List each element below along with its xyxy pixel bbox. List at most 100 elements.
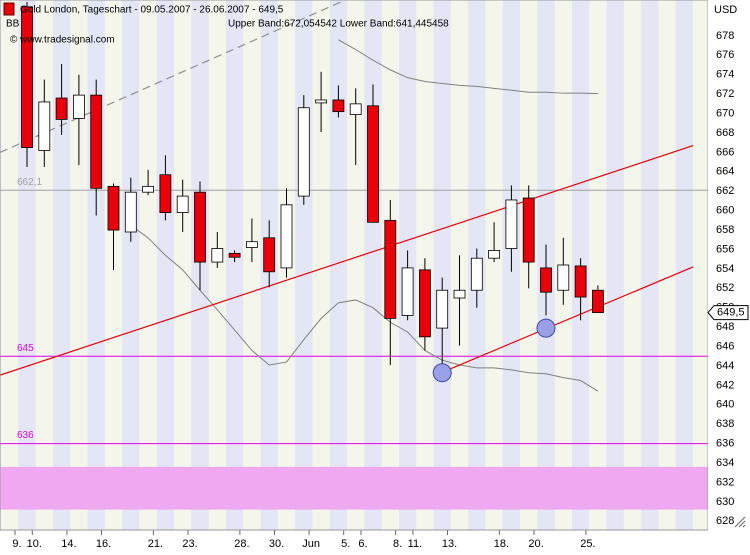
x-tick-label: 20. [528, 538, 543, 550]
y-tick-label: 644 [716, 360, 734, 372]
indicator-name: BB [6, 19, 20, 30]
stripe [364, 0, 382, 530]
bollinger-band [338, 39, 598, 95]
bollinger-band [130, 224, 599, 392]
marker [432, 363, 452, 383]
candle-body [367, 105, 379, 223]
y-axis-label: USD [714, 4, 737, 16]
y-tick-label: 654 [716, 263, 734, 275]
candle-body [176, 195, 189, 213]
stripe [606, 0, 624, 530]
candle-body [90, 94, 103, 189]
y-tick-label: 646 [716, 340, 734, 352]
candle-body [55, 97, 68, 120]
candle-body [332, 99, 345, 113]
y-tick-label: 632 [716, 476, 734, 488]
x-tick-label: 25. [580, 538, 595, 550]
y-tick-label: 638 [716, 418, 734, 430]
candle-body [124, 191, 137, 233]
y-tick-label: 636 [716, 438, 734, 450]
y-tick-label: 672 [716, 88, 734, 100]
x-tick-label: 16. [96, 538, 111, 550]
last-price-label: 649,5 [717, 306, 745, 318]
candle-body [73, 94, 85, 119]
candle-body [505, 199, 518, 249]
stripe [0, 0, 2, 530]
candle-body [280, 204, 293, 269]
trendline [0, 145, 694, 376]
candle-body [107, 185, 120, 231]
x-tick-label: 23. [182, 538, 197, 550]
stripe [433, 0, 451, 530]
candle-body [349, 103, 362, 115]
stripe [225, 0, 244, 530]
plot-background [0, 0, 708, 530]
candle-body [194, 191, 206, 263]
candle-body [557, 264, 570, 291]
candle-body [592, 289, 604, 313]
candle-body [522, 197, 535, 263]
y-tick-label: 676 [716, 49, 734, 61]
zone [0, 466, 708, 510]
x-tick-label: 14. [61, 538, 76, 550]
candle-body [453, 289, 466, 299]
x-tick-label: 21. [148, 538, 163, 550]
y-tick-label: 628 [716, 515, 734, 527]
x-tick-label: 5. [341, 538, 350, 550]
candle-body [384, 219, 397, 319]
candle-body [38, 101, 51, 151]
candle-body [228, 252, 241, 258]
stripe [122, 0, 140, 530]
candle-body [297, 107, 310, 197]
resize-grip [734, 516, 746, 528]
candle-body [142, 185, 155, 193]
y-tick-label: 634 [716, 457, 734, 469]
last-price-box [707, 305, 749, 321]
candle-body [418, 269, 431, 338]
y-tick-label: 658 [716, 224, 734, 236]
candle-body [245, 241, 258, 248]
y-tick-label: 662 [716, 185, 734, 197]
y-tick-label: 630 [716, 496, 734, 508]
legend-swatch [3, 2, 15, 16]
y-tick-label: 656 [716, 243, 734, 255]
candle-body [574, 265, 587, 298]
candle-body [211, 248, 224, 263]
stripe [641, 0, 659, 530]
candle-body [21, 6, 33, 148]
candle-body [159, 174, 172, 213]
x-tick-label: 8. [393, 538, 402, 550]
y-tick-label: 674 [716, 69, 734, 81]
y-tick-label: 642 [716, 379, 734, 391]
level-label: 636 [17, 430, 34, 441]
stripe [675, 0, 694, 530]
axis-background [708, 0, 750, 555]
candle-body [436, 289, 449, 329]
chart-title: Gold London, Tageschart - 09.05.2007 - 2… [20, 5, 284, 16]
x-tick-label: 18. [494, 538, 509, 550]
y-tick-label: 652 [716, 282, 734, 294]
level-label: 645 [17, 343, 34, 354]
x-tick-label: 10. [27, 538, 42, 550]
candle-body [315, 99, 328, 104]
level-label: 662,1 [17, 177, 42, 188]
y-tick-label: 660 [716, 205, 734, 217]
chart-subtitle: Upper Band:672,054542 Lower Band:641,445… [228, 19, 449, 30]
x-tick-label: 6. [358, 538, 367, 550]
x-tick-label: 30. [269, 538, 284, 550]
x-tick-label: 9. [12, 538, 21, 550]
candle-body [470, 257, 483, 291]
trendline [435, 266, 694, 376]
x-tick-label: Jun [302, 538, 320, 550]
y-tick-label: 668 [716, 127, 734, 139]
stripe [295, 0, 313, 530]
x-tick-label: 11. [408, 538, 422, 550]
candle-body [263, 237, 276, 273]
x-tick-label: 13. [442, 538, 457, 550]
source: © www.tradesignal.com [10, 35, 115, 46]
candle-body [401, 267, 414, 316]
candle-body [540, 267, 552, 293]
y-tick-label: 648 [716, 321, 734, 333]
stripe [329, 0, 348, 530]
